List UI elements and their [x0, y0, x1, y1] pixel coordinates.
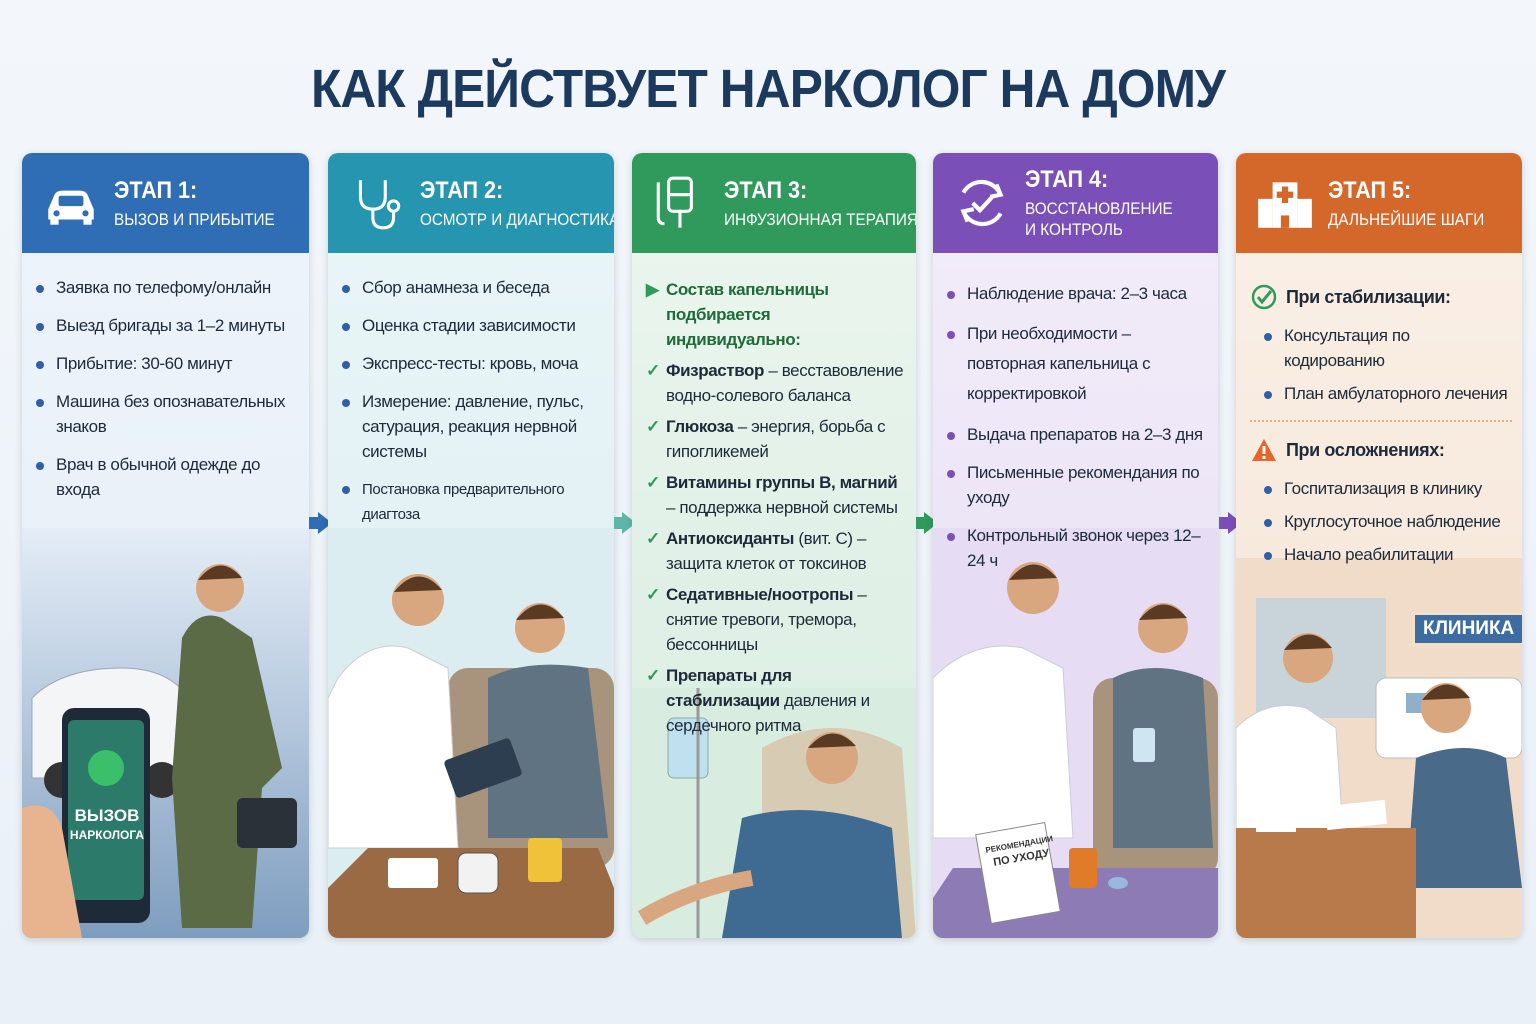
list-item: Госпитализация в клинику	[1250, 476, 1512, 501]
check-circle-icon	[1251, 284, 1277, 310]
stage-card-3: ЭТАП 3: ИНФУЗИОННАЯ ТЕРАПИЯ ▶ Состав капел…	[632, 153, 916, 938]
stage-card-2: ЭТАП 2: ОСМОТР И ДИАГНОСТИКА Сбор анамнез…	[328, 153, 614, 938]
list-item: ✓ Физраствор – весставовление водно-солев…	[646, 358, 906, 408]
stage-header: ЭТАП 2: ОСМОТР И ДИАГНОСТИКА	[328, 153, 614, 253]
stage-title: ОСМОТР И ДИАГНОСТИКА	[420, 209, 614, 229]
stage-title: ДАЛЬНЕЙШИЕ ШАГИ	[1328, 209, 1485, 229]
stage-card-5: ЭТАП 5: ДАЛЬНЕЙШИЕ ШАГИ При стабилизации:…	[1236, 153, 1522, 938]
list-item: Измерение: давление, пульс, сатурация, р…	[342, 389, 604, 464]
list-item: ✓ Витамины группы B, магний – поддержка н…	[646, 470, 906, 520]
hospital-icon	[1258, 182, 1312, 228]
phone-screen-text: НАРКОЛОГА	[69, 828, 145, 842]
infusion-illustration	[632, 688, 916, 938]
page-title: КАК ДЕЙСТВУЕТ НАРКОЛОГ НА ДОМУ	[310, 59, 1226, 119]
check-icon: ✓	[646, 361, 660, 380]
car-icon	[48, 190, 94, 225]
list-item: Прибытие: 30-60 минут	[36, 351, 299, 376]
list-item: Постановка предварительного диагтоза	[342, 477, 604, 527]
list-item: Наблюдение врача: 2–3 часа	[947, 281, 1208, 306]
stage-title: И КОНТРОЛЬ	[1025, 220, 1123, 239]
list-item: Оценка стадии зависимости	[342, 313, 604, 338]
stage-card-1: ЭТАП 1: ВЫЗОВ И ПРИБЫТИЕ Заявка по телефо…	[22, 153, 309, 938]
list-item: ✓ Антиоксиданты (вит. С) – защита клеток …	[646, 526, 906, 576]
stage-title: ВЫЗОВ И ПРИБЫТИЕ	[114, 209, 275, 229]
arrow-shaft	[916, 517, 926, 529]
stage-header: ЭТАП 4: ВОССТАНОВЛЕНИЕ И КОНТРОЛЬ	[933, 153, 1218, 253]
list-item: Экспресс-тесты: кровь, моча	[342, 351, 604, 376]
arrow-shaft	[614, 517, 624, 529]
clinic-sign: КЛИНИКА	[1412, 612, 1522, 646]
list-item: Выдача препаратов на 2–3 дня	[947, 422, 1208, 447]
stage-number: ЭТАП 3:	[724, 176, 808, 204]
check-icon: ✓	[646, 417, 660, 436]
stage-header: ЭТАП 1: ВЫЗОВ И ПРИБЫТИЕ	[22, 153, 309, 253]
intro-text: ▶ Состав капельницы подбирается индивидуа…	[646, 277, 906, 352]
list-item: Письменные рекомендания по уходу	[947, 460, 1208, 510]
check-icon: ✓	[646, 666, 660, 685]
list-item: Круглосуточное наблюдение	[1250, 509, 1512, 534]
stage-header: ЭТАП 5: ДАЛЬНЕЙШИЕ ШАГИ	[1236, 153, 1522, 253]
stethoscope-icon	[358, 180, 401, 230]
list-item: ✓ Седативные/ноотропы – снятие тревоги, т…	[646, 582, 906, 657]
stage-number: ЭТАП 2:	[420, 176, 504, 204]
list-item: Контрольный звонок через 12–24 ч	[947, 523, 1208, 573]
list-item: Сбор анамнеза и беседа	[342, 275, 604, 300]
clinic-illustration: КЛИНИКА	[1236, 558, 1522, 938]
group-heading-stabilization: При стабилизации:	[1250, 283, 1512, 311]
list-item: План амбулаторного лечения	[1250, 381, 1512, 406]
arrival-illustration: ВЫЗОВ НАРКОЛОГА	[22, 528, 309, 938]
recovery-illustration: РЕКОМЕНДАЦИИ ПО УХОДУ	[933, 528, 1218, 938]
examination-illustration	[328, 528, 614, 938]
group-heading-complications: При осложнениях:	[1250, 436, 1512, 464]
list-item: Машина без опознавательных знаков	[36, 389, 299, 439]
list-item: Заявка по телефому/онлайн	[36, 275, 299, 300]
list-item: Начало реабилитации	[1250, 542, 1512, 567]
arrow-shaft	[1219, 517, 1229, 529]
list-item: При необходимости – повторная капельница…	[947, 319, 1208, 409]
arrow-shaft	[309, 517, 319, 529]
iv-drip-icon	[656, 176, 693, 228]
check-icon: ✓	[646, 529, 660, 548]
warning-icon	[1252, 439, 1276, 461]
list-item: Консультация по кодированию	[1250, 323, 1512, 373]
list-item: ✓ Препараты для стабилизации давления и с…	[646, 663, 906, 738]
phone-screen-text: ВЫЗОВ	[74, 806, 140, 825]
stage-number: ЭТАП 4:	[1025, 166, 1109, 193]
check-icon: ✓	[646, 473, 660, 492]
stage-title: ВОССТАНОВЛЕНИЕ	[1025, 199, 1173, 218]
list-item: Выезд бригады за 1–2 минуты	[36, 313, 299, 338]
stage-number: ЭТАП 5:	[1328, 176, 1412, 204]
stage-card-4: ЭТАП 4: ВОССТАНОВЛЕНИЕ И КОНТРОЛЬ Наблюден…	[933, 153, 1218, 938]
divider	[1250, 420, 1512, 422]
refresh-check-icon	[960, 179, 1004, 227]
list-item: Врач в обычной одежде до входа	[36, 452, 299, 502]
check-icon: ✓	[646, 585, 660, 604]
play-arrow-icon: ▶	[646, 280, 659, 299]
stage-header: ЭТАП 3: ИНФУЗИОННАЯ ТЕРАПИЯ	[632, 153, 916, 253]
stage-title: ИНФУЗИОННАЯ ТЕРАПИЯ	[724, 209, 916, 229]
list-item: ✓ Глюкоза – энергия, борьба с гипогликеме…	[646, 414, 906, 464]
stage-number: ЭТАП 1:	[114, 176, 198, 204]
